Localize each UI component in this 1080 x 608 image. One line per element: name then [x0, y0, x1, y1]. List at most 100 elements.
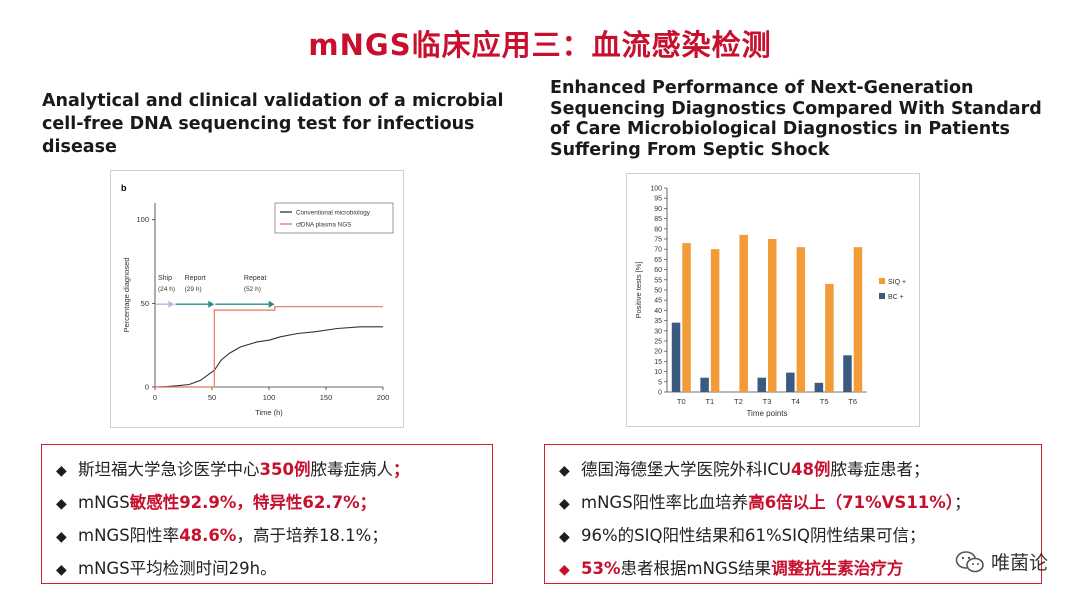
- bullet-item: ◆ mNGS平均检测时间29h。: [56, 553, 480, 586]
- y-tick-label: 40: [654, 308, 662, 315]
- x-tick-label: 150: [320, 393, 333, 402]
- x-tick-label: T2: [734, 397, 743, 406]
- line-chart: b 0 50 100 150 200 0 50 100 Time (h) Percentage di…: [121, 183, 394, 417]
- legend-label: BC +: [888, 294, 904, 301]
- bullet-text: 患者根据mNGS结果: [620, 559, 772, 578]
- bullet-item: ◆ mNGS阳性率比血培养高6倍以上（71%VS11%）；: [559, 487, 1029, 520]
- x-tick-label: T5: [820, 397, 829, 406]
- y-tick-label: 80: [654, 226, 662, 233]
- panel-label: b: [121, 183, 127, 193]
- y-tick-label: 30: [654, 328, 662, 335]
- y-tick-label: 55: [654, 277, 662, 284]
- y-tick-label: 95: [654, 196, 662, 203]
- diamond-bullet-icon: ◆: [559, 562, 570, 578]
- bullet-text: mNGS阳性率: [78, 526, 180, 545]
- x-tick-label: T6: [848, 397, 857, 406]
- timeline-sublabel: (52 h): [244, 286, 261, 293]
- y-tick-label: 35: [654, 318, 662, 325]
- bullet-text: mNGS平均检测时间29h。: [78, 559, 277, 578]
- timeline-sublabel: (29 h): [185, 286, 202, 293]
- right-paper-title: Enhanced Performance of Next-Generation …: [550, 78, 1042, 160]
- right-figure: 0 5 10 15 20 25 30 35 40 45 50 55 60 65 70 75 80 85 90 95 10…: [626, 173, 920, 427]
- y-tick-label: 15: [654, 359, 662, 366]
- y-tick-label: 45: [654, 298, 662, 305]
- y-tick-label: 20: [654, 349, 662, 356]
- diamond-bullet-icon: ◆: [56, 496, 67, 512]
- bar-siq: [853, 247, 863, 392]
- y-tick-label: 70: [654, 247, 662, 254]
- y-axis-label: Percentage diagnosed: [122, 257, 131, 332]
- bullet-text: 53%: [581, 559, 621, 578]
- y-tick-label: 0: [658, 390, 662, 397]
- x-tick-label: T1: [705, 397, 714, 406]
- y-tick-label: 25: [654, 339, 662, 346]
- y-tick-label: 75: [654, 237, 662, 244]
- y-tick-label: 5: [658, 379, 662, 386]
- y-tick-label: 90: [654, 206, 662, 213]
- timeline-label: Ship: [158, 275, 172, 282]
- diamond-bullet-icon: ◆: [559, 529, 570, 545]
- bullet-text: ；: [954, 493, 971, 512]
- bar-bc: [757, 377, 766, 392]
- bullet-item: ◆ mNGS敏感性92.9%，特异性62.7%；: [56, 487, 480, 520]
- y-tick-label: 85: [654, 216, 662, 223]
- bar-bc: [671, 322, 681, 392]
- bullet-text: 调整抗生素治疗方: [771, 559, 904, 578]
- left-figure: b 0 50 100 150 200 0 50 100 Time (h) Percentage di…: [110, 170, 404, 428]
- legend-label: SIQ +: [888, 279, 906, 286]
- bar-siq: [739, 234, 748, 392]
- timeline-label: Report: [185, 275, 206, 282]
- y-tick-label: 100: [136, 215, 149, 224]
- watermark-text: 唯菌论: [990, 552, 1048, 574]
- y-tick-label: 10: [654, 369, 662, 376]
- timeline-arrowhead: [268, 300, 275, 308]
- bar-siq: [710, 249, 720, 392]
- bullet-text: ，高于培养18.1%；: [236, 526, 388, 545]
- legend-box: [274, 202, 394, 234]
- y-tick-label: 50: [654, 288, 662, 295]
- x-tick-label: T0: [677, 397, 686, 406]
- bullet-text: 敏感性92.9%，特异性62.7%；: [129, 493, 377, 512]
- bar-siq: [825, 283, 834, 392]
- timeline-sublabel: (24 h): [158, 286, 175, 293]
- bar-bc: [786, 372, 795, 392]
- bullet-text: 脓毒症病人: [310, 460, 393, 479]
- bullet-text: 脓毒症患者；: [830, 460, 930, 479]
- page-title: mNGS临床应用三：血流感染检测: [308, 28, 772, 62]
- y-tick-label: 65: [654, 257, 662, 264]
- x-axis-label: Time (h): [255, 408, 283, 417]
- bullet-text: mNGS阳性率比血培养: [581, 493, 749, 512]
- bar-siq: [768, 239, 777, 392]
- bullet-item: ◆ 96%的SIQ阳性结果和61%SIQ阴性结果可信；: [559, 520, 1029, 553]
- bullet-text: 96%的SIQ阳性结果和61%SIQ阴性结果可信；: [581, 526, 926, 545]
- x-tick-label: T3: [763, 397, 772, 406]
- bullet-item: ◆ 斯坦福大学急诊医学中心350例脓毒症病人；: [56, 454, 480, 487]
- legend-swatch: [879, 293, 885, 299]
- y-tick-label: 100: [650, 186, 662, 193]
- x-tick-label: T4: [791, 397, 800, 406]
- bullet-text: 斯坦福大学急诊医学中心: [78, 460, 260, 479]
- series-line: [154, 326, 383, 388]
- bullet-item: ◆ 德国海德堡大学医院外科ICU48例脓毒症患者；: [559, 454, 1029, 487]
- x-tick-label: 100: [263, 393, 276, 402]
- diamond-bullet-icon: ◆: [559, 496, 570, 512]
- left-paper-title: Analytical and clinical validation of a …: [42, 91, 504, 157]
- left-summary-box: ◆ 斯坦福大学急诊医学中心350例脓毒症病人； ◆ mNGS敏感性92.9%，特异性6…: [41, 444, 493, 584]
- y-axis-label: Positive tests [%]: [634, 261, 643, 318]
- diamond-bullet-icon: ◆: [559, 463, 570, 479]
- bullet-item: ◆ mNGS阳性率48.6%，高于培养18.1%；: [56, 520, 480, 553]
- legend-label: cfDNA plasma NGS: [296, 222, 351, 229]
- bullet-item: ◆ 53%患者根据mNGS结果调整抗生素治疗方: [559, 553, 1029, 586]
- bar-bc: [700, 377, 709, 392]
- wechat-icon: [955, 550, 984, 572]
- timeline-arrowhead: [168, 300, 175, 308]
- right-summary-box: ◆ 德国海德堡大学医院外科ICU48例脓毒症患者； ◆ mNGS阳性率比血培养高6倍以…: [544, 444, 1042, 584]
- y-tick-label: 60: [654, 267, 662, 274]
- series-line: [155, 306, 383, 388]
- bar-siq: [682, 243, 691, 392]
- bar-bc: [843, 355, 852, 392]
- legend-swatch: [879, 278, 885, 284]
- x-tick-label: 0: [153, 393, 157, 402]
- bar-chart: 0 5 10 15 20 25 30 35 40 45 50 55 60 65 70 75 80 85 90 95 10…: [634, 186, 906, 419]
- diamond-bullet-icon: ◆: [56, 463, 67, 479]
